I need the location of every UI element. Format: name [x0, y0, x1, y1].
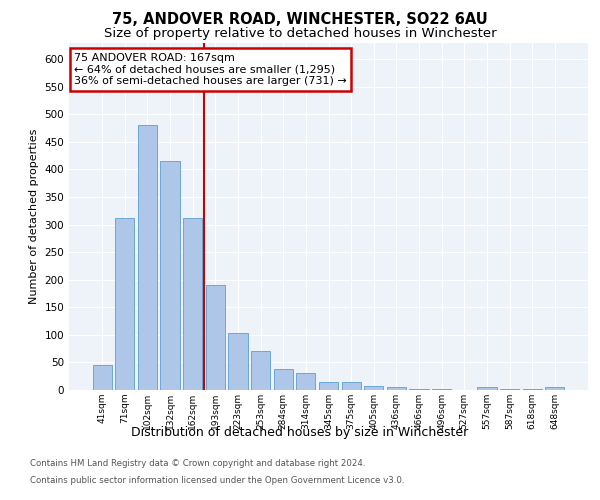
Bar	[387, 387, 406, 390]
Bar	[545, 387, 565, 390]
Text: Contains public sector information licensed under the Open Government Licence v3: Contains public sector information licen…	[30, 476, 404, 485]
Bar	[341, 382, 361, 390]
Bar	[138, 125, 157, 390]
Bar	[206, 285, 225, 390]
Text: Distribution of detached houses by size in Winchester: Distribution of detached houses by size …	[131, 426, 469, 439]
Y-axis label: Number of detached properties: Number of detached properties	[29, 128, 39, 304]
Bar	[251, 352, 270, 390]
Bar	[92, 364, 112, 390]
Bar	[229, 332, 248, 390]
Bar	[319, 382, 338, 390]
Bar	[274, 369, 293, 390]
Bar	[409, 389, 428, 390]
Bar	[183, 218, 202, 390]
Text: Size of property relative to detached houses in Winchester: Size of property relative to detached ho…	[104, 28, 496, 40]
Bar	[364, 386, 383, 390]
Text: 75 ANDOVER ROAD: 167sqm
← 64% of detached houses are smaller (1,295)
36% of semi: 75 ANDOVER ROAD: 167sqm ← 64% of detache…	[74, 53, 347, 86]
Bar	[477, 387, 497, 390]
Bar	[160, 161, 180, 390]
Text: 75, ANDOVER ROAD, WINCHESTER, SO22 6AU: 75, ANDOVER ROAD, WINCHESTER, SO22 6AU	[112, 12, 488, 28]
Bar	[115, 218, 134, 390]
Bar	[296, 373, 316, 390]
Text: Contains HM Land Registry data © Crown copyright and database right 2024.: Contains HM Land Registry data © Crown c…	[30, 458, 365, 468]
